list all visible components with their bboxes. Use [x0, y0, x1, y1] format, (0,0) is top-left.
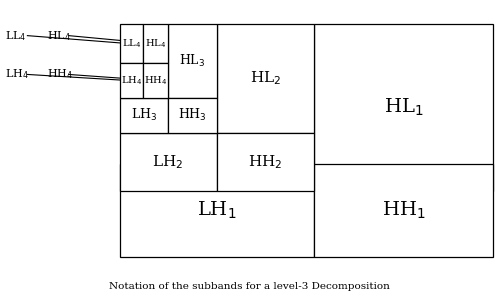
Text: HL$_1$: HL$_1$	[383, 97, 423, 118]
Bar	[168, 24, 217, 98]
Bar	[120, 24, 143, 63]
Text: HH$_3$: HH$_3$	[178, 107, 207, 123]
Bar	[168, 98, 217, 133]
Text: LH$_4$: LH$_4$	[121, 74, 142, 87]
Bar	[120, 164, 314, 257]
Text: HL$_4$: HL$_4$	[47, 29, 71, 43]
Text: HL$_4$: HL$_4$	[145, 37, 166, 50]
Text: Notation of the subbands for a level-3 Decomposition: Notation of the subbands for a level-3 D…	[109, 282, 389, 291]
Bar	[120, 98, 168, 133]
Text: HH$_4$: HH$_4$	[47, 68, 73, 81]
Bar	[120, 63, 143, 98]
Text: LH$_4$: LH$_4$	[5, 68, 29, 81]
Bar	[143, 24, 168, 63]
Text: HH$_4$: HH$_4$	[144, 74, 167, 87]
Bar	[217, 24, 314, 133]
Bar	[314, 164, 493, 257]
Text: HL$_3$: HL$_3$	[179, 53, 205, 69]
Bar	[120, 133, 217, 191]
Bar	[314, 24, 493, 191]
Text: LL$_4$: LL$_4$	[5, 29, 26, 43]
Text: HH$_1$: HH$_1$	[381, 200, 425, 221]
Text: LH$_1$: LH$_1$	[197, 200, 237, 221]
Text: LH$_3$: LH$_3$	[130, 107, 157, 123]
Text: LL$_4$: LL$_4$	[122, 37, 141, 50]
Bar	[143, 63, 168, 98]
Bar	[217, 133, 314, 191]
Text: HH$_2$: HH$_2$	[248, 153, 282, 171]
Text: HL$_2$: HL$_2$	[249, 69, 281, 87]
Text: LH$_2$: LH$_2$	[152, 153, 184, 171]
